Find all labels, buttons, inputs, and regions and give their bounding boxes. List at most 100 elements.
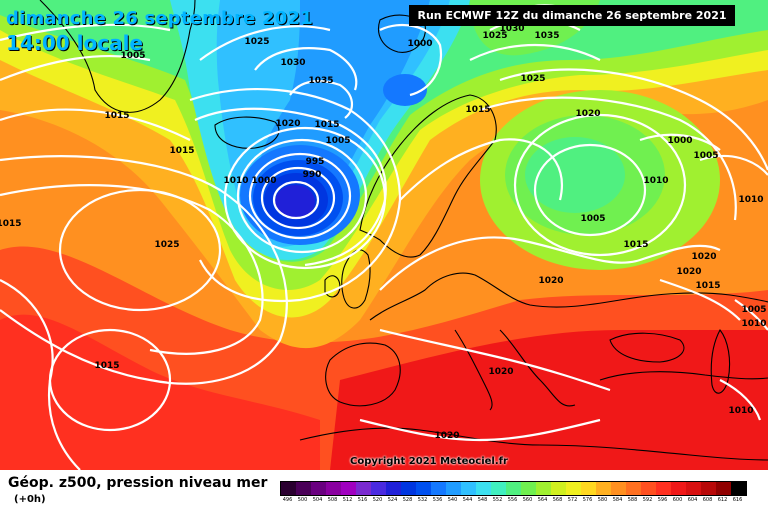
isobar-1025-ne (469, 43, 601, 61)
scale-label: 572 (567, 497, 578, 503)
scale-swatch (356, 482, 371, 495)
scale-swatch (611, 482, 626, 495)
isobar-label: 1020 (676, 267, 701, 277)
scale-swatch (341, 482, 356, 495)
scale-swatch (296, 482, 311, 495)
isobar-label: 1005 (120, 51, 145, 61)
isobar-label: 995 (306, 157, 325, 167)
scale-label: 520 (372, 497, 383, 503)
scale-swatch (716, 482, 731, 495)
scale-swatch (386, 482, 401, 495)
isobar-1010-se (719, 379, 762, 421)
legend-subtitle: (+0h) (14, 494, 46, 505)
coast-scandinavia (359, 94, 497, 258)
isobar-label: 1015 (0, 219, 22, 229)
isobar-1015-atl (0, 155, 288, 385)
scale-swatch (731, 482, 746, 495)
scale-swatch (281, 482, 296, 495)
isobars (0, 4, 768, 470)
scale-swatch (701, 482, 716, 495)
isobar-1010-atl (0, 279, 81, 470)
isobar-label: 990 (303, 170, 322, 180)
isobar-1005-se (734, 299, 768, 331)
isobar-label: 1020 (275, 119, 300, 129)
scale-swatch (371, 482, 386, 495)
isobar-1015-north (194, 107, 387, 267)
isobar-label: 1025 (482, 31, 507, 41)
coast-africa (299, 427, 768, 461)
scale-label: 600 (672, 497, 683, 503)
isobar-label: 1020 (488, 367, 513, 377)
scale-label: 504 (312, 497, 323, 503)
geopotential-map: 1005102510301035100010251030103510251015… (0, 0, 768, 470)
isobar-label: 1005 (693, 151, 718, 161)
scale-swatch (311, 482, 326, 495)
isobar-label: 1005 (325, 136, 350, 146)
isobar-label: 1010 (728, 406, 753, 416)
scale-label: 608 (702, 497, 713, 503)
coastlines (39, 0, 768, 461)
isobar-label: 1035 (534, 31, 559, 41)
scale-label: 560 (522, 497, 533, 503)
color-scale (280, 481, 747, 496)
scale-swatch (686, 482, 701, 495)
scale-label: 528 (402, 497, 413, 503)
scale-swatch (521, 482, 536, 495)
isobar-label: 1000 (667, 136, 692, 146)
scale-swatch (566, 482, 581, 495)
scale-label: 500 (297, 497, 308, 503)
isobar-label: 1000 (251, 176, 276, 186)
scale-label: 604 (687, 497, 698, 503)
isobar-label: 1015 (695, 281, 720, 291)
scale-label: 496 (282, 497, 293, 503)
scale-label: 556 (507, 497, 518, 503)
isobar-label: 1025 (154, 240, 179, 250)
isobar-label: 1025 (244, 37, 269, 47)
coast-blacksea (609, 332, 685, 363)
isobar-1035-nw (289, 80, 353, 119)
scale-swatch (476, 482, 491, 495)
scale-label: 536 (432, 497, 443, 503)
scale-label: 568 (552, 497, 563, 503)
scale-label: 584 (612, 497, 623, 503)
isobar-1020-atl (0, 184, 264, 355)
scale-label: 616 (732, 497, 743, 503)
isobar-low-990 (272, 180, 320, 220)
z500-band-south-core (330, 330, 768, 470)
isobar-1000-north (379, 23, 443, 97)
coast-italy (454, 329, 493, 411)
isobar-low-1005 (236, 138, 368, 254)
isobar-label: 1015 (314, 120, 339, 130)
isobar-1010-east (513, 113, 687, 257)
z500-high-north-blue (383, 74, 427, 106)
coast-caspian (710, 329, 731, 394)
coast-iberia (325, 342, 401, 407)
scale-label: 508 (327, 497, 338, 503)
isobar-label: 1025 (520, 74, 545, 84)
isobar-1000-e (639, 133, 721, 151)
scale-label: 576 (582, 497, 593, 503)
isobar-1005-east (533, 143, 647, 237)
isobar-1020-north (189, 87, 402, 302)
scale-label: 516 (357, 497, 368, 503)
scale-label: 592 (642, 497, 653, 503)
isobar-label: 1015 (623, 240, 648, 250)
isobar-labels: 1005102510301035100010251030103510251015… (0, 24, 767, 441)
scale-swatch (671, 482, 686, 495)
isobar-label: 1030 (280, 58, 305, 68)
isobar-label: 1035 (308, 76, 333, 86)
isobar-label: 1005 (741, 305, 766, 315)
isobar-label: 1020 (575, 109, 600, 119)
isobar-1020-africa (359, 418, 601, 442)
scale-swatch (401, 482, 416, 495)
isobar-label: 1020 (691, 252, 716, 262)
z500-low-core (275, 185, 315, 219)
scale-label: 588 (627, 497, 638, 503)
isobar-1030-nw (254, 47, 358, 91)
isobar-1015-east (479, 96, 737, 221)
scale-label: 548 (477, 497, 488, 503)
isobar-label: 1010 (223, 176, 248, 186)
isobar-high-1025-atl (58, 188, 222, 312)
isobar-1020-east (499, 68, 768, 171)
